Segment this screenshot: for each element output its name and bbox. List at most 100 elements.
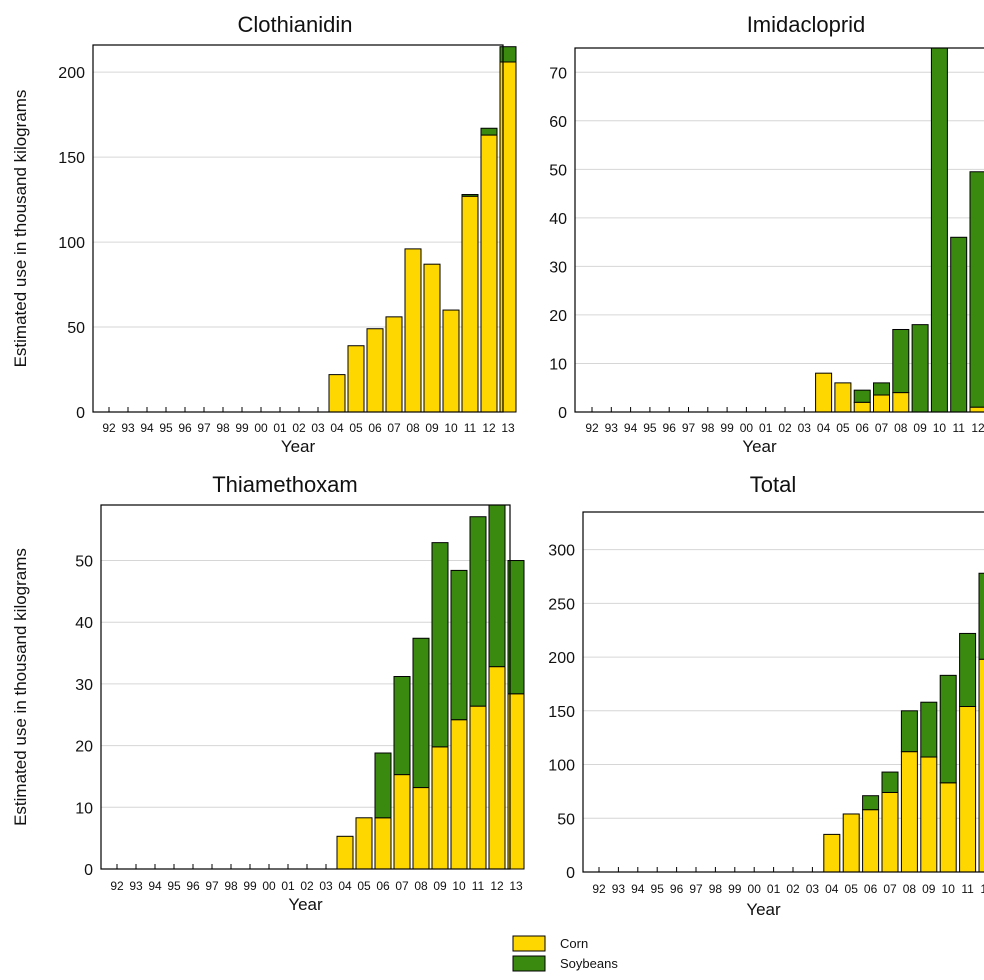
x-tick-label-clothianidin-02: 02 bbox=[292, 421, 306, 435]
x-tick-label-imidacloprid-95: 95 bbox=[643, 421, 657, 435]
y-tick-label-thiamethoxam-30: 30 bbox=[75, 677, 93, 694]
y-tick-label-thiamethoxam-20: 20 bbox=[75, 739, 93, 756]
legend-label-corn: Corn bbox=[560, 936, 588, 951]
x-tick-label-total-92: 92 bbox=[592, 882, 606, 896]
bar-imidacloprid-soybeans-06 bbox=[853, 389, 871, 403]
bar-imidacloprid-soybeans-10 bbox=[930, 47, 948, 413]
x-tick-label-clothianidin-00: 00 bbox=[254, 421, 268, 435]
bar-imidacloprid-corn-05 bbox=[834, 382, 852, 413]
y-tick-label-clothianidin-100: 100 bbox=[58, 235, 85, 252]
y-tick-label-clothianidin-50: 50 bbox=[67, 320, 85, 337]
bar-total-soybeans-11 bbox=[959, 632, 977, 708]
chart-title-total: Total bbox=[750, 472, 796, 497]
y-tick-label-clothianidin-150: 150 bbox=[58, 150, 85, 167]
bar-total-soybeans-08 bbox=[900, 710, 918, 753]
y-tick-label-total-150: 150 bbox=[548, 704, 575, 721]
x-axis-label-imidacloprid: Year bbox=[742, 437, 777, 456]
bar-imidacloprid-corn-07 bbox=[873, 394, 890, 413]
bar-clothianidin-soybeans-11 bbox=[461, 194, 479, 197]
bar-imidacloprid-soybeans-07 bbox=[873, 382, 890, 396]
y-tick-label-imidacloprid-20: 20 bbox=[549, 308, 567, 325]
y-tick-label-total-250: 250 bbox=[548, 596, 575, 613]
x-tick-label-thiamethoxam-07: 07 bbox=[395, 879, 409, 893]
x-tick-label-imidacloprid-00: 00 bbox=[740, 421, 754, 435]
y-tick-label-imidacloprid-10: 10 bbox=[549, 356, 567, 373]
x-tick-label-clothianidin-01: 01 bbox=[273, 421, 287, 435]
x-tick-label-thiamethoxam-13: 13 bbox=[509, 879, 523, 893]
legend: Corn Soybeans bbox=[512, 935, 618, 972]
bar-thiamethoxam-soybeans-12 bbox=[488, 504, 506, 668]
x-tick-label-total-08: 08 bbox=[903, 882, 917, 896]
bar-imidacloprid-corn-04 bbox=[815, 372, 833, 413]
bar-clothianidin-corn-11 bbox=[461, 195, 479, 413]
x-tick-label-imidacloprid-93: 93 bbox=[605, 421, 619, 435]
x-tick-label-total-11: 11 bbox=[961, 882, 974, 896]
y-tick-label-thiamethoxam-50: 50 bbox=[75, 554, 93, 571]
y-tick-label-total-100: 100 bbox=[548, 758, 575, 775]
bar-total-corn-10 bbox=[939, 782, 957, 873]
bar-thiamethoxam-corn-04 bbox=[336, 835, 354, 870]
y-tick-label-total-0: 0 bbox=[566, 865, 575, 882]
x-tick-label-total-94: 94 bbox=[631, 882, 645, 896]
y-tick-label-imidacloprid-50: 50 bbox=[549, 162, 567, 179]
x-tick-label-thiamethoxam-03: 03 bbox=[319, 879, 333, 893]
bar-thiamethoxam-corn-07 bbox=[393, 774, 411, 870]
bar-thiamethoxam-soybeans-10 bbox=[450, 569, 468, 721]
plot-frame-total bbox=[582, 511, 984, 873]
x-tick-label-clothianidin-99: 99 bbox=[235, 421, 249, 435]
x-tick-label-imidacloprid-99: 99 bbox=[720, 421, 734, 435]
legend-swatch-soybeans bbox=[512, 955, 546, 972]
x-axis-label-thiamethoxam: Year bbox=[288, 895, 323, 914]
x-tick-label-clothianidin-10: 10 bbox=[444, 421, 458, 435]
x-tick-label-imidacloprid-08: 08 bbox=[894, 421, 908, 435]
x-tick-label-clothianidin-92: 92 bbox=[102, 421, 116, 435]
bar-clothianidin-soybeans-12 bbox=[480, 127, 498, 136]
x-tick-label-total-97: 97 bbox=[689, 882, 703, 896]
x-tick-label-thiamethoxam-97: 97 bbox=[205, 879, 219, 893]
bar-thiamethoxam-corn-09 bbox=[431, 746, 449, 870]
x-tick-label-thiamethoxam-02: 02 bbox=[300, 879, 314, 893]
x-tick-label-imidacloprid-10: 10 bbox=[933, 421, 947, 435]
bar-clothianidin-corn-05 bbox=[347, 345, 365, 413]
x-tick-label-clothianidin-04: 04 bbox=[330, 421, 344, 435]
bar-total-corn-09 bbox=[920, 756, 938, 873]
x-tick-label-clothianidin-13: 13 bbox=[501, 421, 515, 435]
x-tick-label-total-01: 01 bbox=[767, 882, 781, 896]
x-tick-label-clothianidin-06: 06 bbox=[368, 421, 382, 435]
bar-clothianidin-corn-09 bbox=[423, 263, 441, 413]
x-tick-label-clothianidin-08: 08 bbox=[406, 421, 420, 435]
bar-imidacloprid-soybeans-11 bbox=[950, 236, 968, 413]
x-tick-label-clothianidin-97: 97 bbox=[197, 421, 211, 435]
y-tick-label-thiamethoxam-10: 10 bbox=[75, 800, 93, 817]
bar-imidacloprid-corn-06 bbox=[853, 401, 871, 413]
legend-label-soybeans: Soybeans bbox=[560, 956, 618, 971]
bar-total-corn-12 bbox=[978, 658, 984, 873]
y-axis-label-clothianidin: Estimated use in thousand kilograms bbox=[11, 90, 30, 368]
x-tick-label-thiamethoxam-06: 06 bbox=[376, 879, 390, 893]
bar-thiamethoxam-soybeans-08 bbox=[412, 637, 430, 789]
y-tick-label-thiamethoxam-0: 0 bbox=[84, 862, 93, 879]
panel-clothianidin: 0 50 100 150 200 92 93 94 95 96 97 98 99 00 01 02 03 04 05… bbox=[11, 12, 517, 456]
x-tick-label-imidacloprid-05: 05 bbox=[836, 421, 850, 435]
bar-total-corn-06 bbox=[862, 809, 880, 873]
x-tick-label-total-02: 02 bbox=[786, 882, 800, 896]
bar-clothianidin-corn-06 bbox=[366, 328, 384, 413]
x-tick-label-total-03: 03 bbox=[806, 882, 820, 896]
x-tick-label-thiamethoxam-05: 05 bbox=[357, 879, 371, 893]
x-tick-label-thiamethoxam-12: 12 bbox=[490, 879, 504, 893]
x-tick-label-thiamethoxam-08: 08 bbox=[414, 879, 428, 893]
legend-swatch-corn bbox=[512, 935, 546, 952]
x-tick-label-thiamethoxam-93: 93 bbox=[129, 879, 143, 893]
bar-imidacloprid-soybeans-12 bbox=[969, 171, 984, 408]
chart-title-thiamethoxam: Thiamethoxam bbox=[212, 472, 358, 497]
x-tick-label-imidacloprid-06: 06 bbox=[856, 421, 870, 435]
y-tick-label-imidacloprid-60: 60 bbox=[549, 114, 567, 131]
x-tick-label-total-98: 98 bbox=[709, 882, 723, 896]
bar-thiamethoxam-corn-11 bbox=[469, 705, 487, 870]
x-tick-label-clothianidin-09: 09 bbox=[425, 421, 439, 435]
x-tick-label-imidacloprid-07: 07 bbox=[875, 421, 889, 435]
x-axis-label-clothianidin: Year bbox=[281, 437, 316, 456]
bar-thiamethoxam-corn-08 bbox=[412, 787, 430, 870]
bar-clothianidin-corn-04 bbox=[328, 374, 346, 413]
x-tick-label-total-96: 96 bbox=[670, 882, 684, 896]
